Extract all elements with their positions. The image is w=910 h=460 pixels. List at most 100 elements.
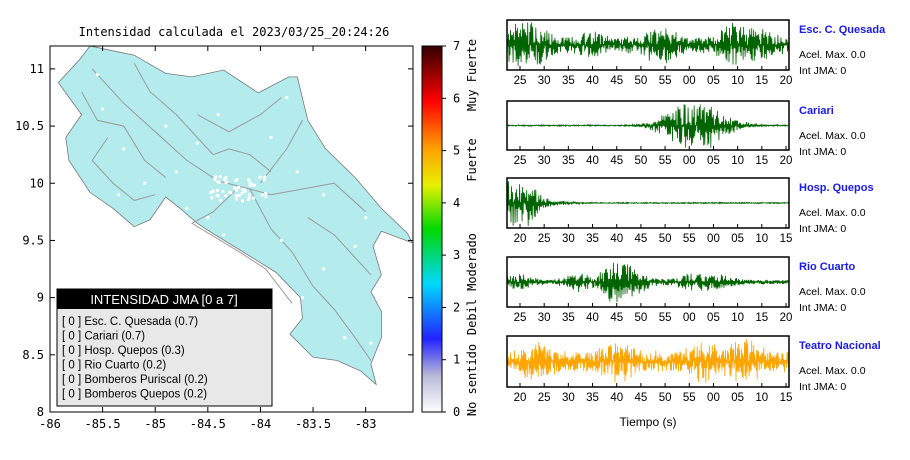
waveform-xtick-label: 00 [683, 155, 696, 167]
waveform-xtick-label: 10 [731, 312, 744, 324]
station-dot [235, 178, 239, 182]
station-dot [264, 191, 268, 195]
waveform-frame [506, 256, 790, 308]
waveform-xtick-label: 30 [562, 233, 575, 245]
station-intensity: Int JMA: 0 [799, 65, 846, 77]
waveform-xtick-label: 30 [538, 312, 551, 324]
station-dot [247, 196, 251, 200]
colorbar-gradient [421, 45, 443, 413]
waveform-xtick-label: 55 [659, 155, 672, 167]
station-dot [164, 124, 168, 128]
station-dot [216, 180, 220, 184]
waveform-panel: 25 30 35 40 45 50 55 00 05 10 15 20 Cariari Acel. Max… [506, 100, 866, 167]
station-dot [210, 196, 214, 200]
waveform-frame [506, 177, 790, 229]
intensity-map: -86 -85.5 -85 -84.5 -84 -83.5 -83 11 10.5 10 9.5 9 8… [15, 45, 414, 431]
waveform-xtick-label: 05 [707, 155, 720, 167]
waveform-panels: 25 30 35 40 45 50 55 00 05 10 15 20 Esc. C. Quesada A… [506, 19, 886, 404]
station-dot [300, 296, 305, 300]
map-ytick-label: 8 [37, 405, 44, 419]
station-dot [185, 206, 189, 210]
waveform-xtick-label: 55 [683, 233, 696, 245]
waveform-xtick-label: 15 [780, 392, 793, 404]
waveform-xtick-label: 40 [586, 312, 599, 324]
map-ytick-label: 8.5 [22, 348, 44, 362]
station-dot [240, 191, 244, 195]
waveform-xtick-label: 40 [586, 75, 599, 87]
station-dot [206, 216, 210, 220]
waveform-trace [506, 180, 790, 227]
station-dot [224, 175, 228, 180]
waveform-xtick-label: 20 [514, 233, 527, 245]
station-dot [222, 233, 226, 237]
colorbar-ticks: 7 6 5 4 3 2 1 0 [442, 39, 460, 419]
station-dot [262, 178, 266, 182]
station-dot [219, 198, 223, 202]
station-dot [249, 182, 253, 186]
waveform-xtick-label: 55 [659, 75, 672, 87]
waveform-xtick-label: 30 [538, 75, 551, 87]
station-name: Rio Cuarto [799, 261, 856, 273]
waveform-xtick-label: 00 [683, 312, 696, 324]
station-dot [295, 170, 299, 174]
station-dot [353, 244, 357, 248]
map-xtick-label: -84 [250, 417, 272, 431]
station-dot [174, 170, 178, 174]
map-xtick-label: -83 [355, 417, 377, 431]
station-dot [364, 216, 368, 220]
waveform-xtick-label: 45 [610, 75, 623, 87]
waveform-xtick-label: 15 [755, 155, 768, 167]
waveform-xtick-label: 45 [635, 233, 648, 245]
station-dot [215, 188, 219, 192]
waveform-xtick-label: 45 [635, 392, 648, 404]
waveform-frame [506, 19, 790, 71]
waveform-xtick-label: 10 [731, 75, 744, 87]
waveform-xtick-label: 05 [707, 312, 720, 324]
waveform-xtick-label: 45 [610, 312, 623, 324]
road-line [190, 186, 293, 304]
waveform-xtick-label: 35 [562, 75, 575, 87]
station-dot [322, 193, 326, 197]
waveform-xtick-label: 20 [780, 155, 793, 167]
legend-items: [ 0 ] Esc. C. Quesada (0.7) [ 0 ] Cariari… [62, 316, 208, 401]
costa-rica-landmass [57, 45, 413, 386]
road-line [260, 120, 303, 184]
waveform-panel: 25 30 35 40 45 50 55 00 05 10 15 20 Esc. C. Quesada A… [506, 19, 886, 87]
station-dot [227, 191, 231, 195]
waveform-xtick-label: 10 [755, 392, 768, 404]
station-dot [263, 175, 267, 179]
station-accel: Acel. Max. 0.0 [799, 286, 866, 298]
waveform-xtick-label: 35 [586, 392, 599, 404]
station-dot [218, 175, 222, 179]
station-dot [237, 185, 241, 189]
station-dot [251, 196, 256, 200]
station-dot [252, 183, 256, 187]
station-dot [101, 107, 105, 111]
station-dot [216, 113, 220, 117]
station-intensity: Int JMA: 0 [799, 146, 846, 158]
colorbar-tick-label: 5 [453, 144, 460, 158]
station-dot [260, 193, 264, 197]
station-dot [209, 190, 213, 195]
colorbar-tick-label: 1 [453, 353, 460, 367]
station-dot [216, 194, 220, 198]
colorbar-category-label: Fuerte [465, 138, 479, 181]
waveform-xtick-label: 25 [514, 155, 527, 167]
waveform-xtick-label: 35 [586, 233, 599, 245]
waveform-xtick-label: 00 [707, 392, 720, 404]
waveform-xtick-label: 20 [780, 312, 793, 324]
waveform-xtick-label: 05 [707, 75, 720, 87]
station-dot [285, 95, 289, 100]
station-dot [236, 194, 240, 198]
station-dot [247, 178, 251, 182]
station-dot [343, 336, 347, 340]
map-xtick-label: -83.5 [295, 417, 331, 431]
wave-xlabel: Tiempo (s) [620, 415, 677, 429]
map-xtick-label: -86 [39, 417, 61, 431]
colorbar-tick-label: 3 [453, 248, 460, 262]
legend-item: [ 0 ] Bomberos Puriscal (0.2) [62, 374, 208, 386]
station-dot [240, 199, 245, 203]
station-dot [143, 181, 147, 185]
legend-header [57, 289, 272, 309]
station-dot [322, 267, 326, 271]
